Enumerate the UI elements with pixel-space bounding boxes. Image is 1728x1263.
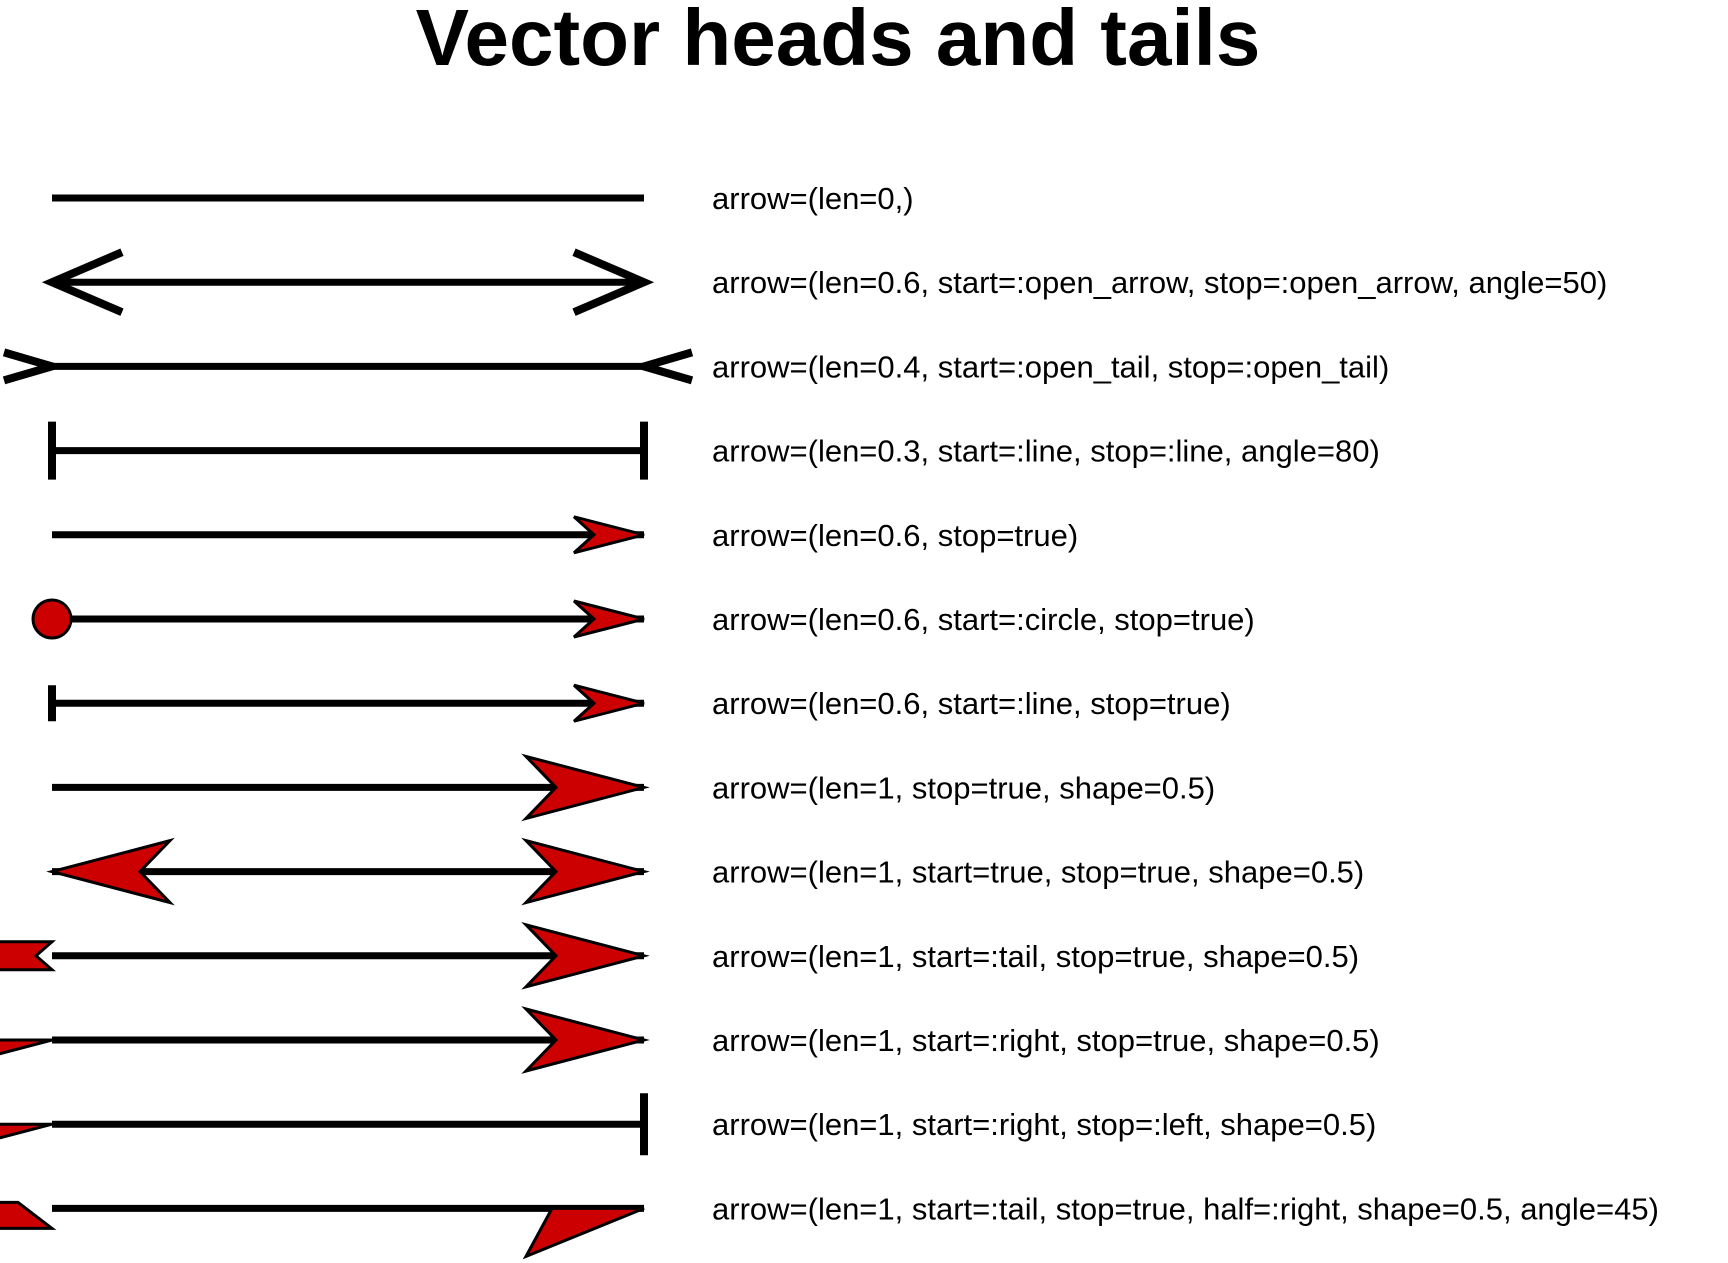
big-arrow-head xyxy=(521,753,650,822)
half-arrow-stop xyxy=(522,1206,645,1260)
arrow-label: arrow=(len=0.3, start=:line, stop=:line,… xyxy=(712,434,1380,469)
arrow-rows: arrow=(len=0,) arrow=(len=0.6, start=:ope… xyxy=(0,181,1659,1260)
arrow-row: arrow=(len=1, start=:tail, stop=true, sh… xyxy=(0,921,1359,990)
arrow-row: arrow=(len=1, start=:right, stop=true, s… xyxy=(0,1006,1380,1074)
open-arrow-end xyxy=(41,248,124,316)
big-arrow-head xyxy=(521,837,650,906)
arrow-row: arrow=(len=1, start=:right, stop=:left, … xyxy=(0,1093,1376,1156)
half-tail-head xyxy=(0,1200,57,1230)
arrow-row: arrow=(len=0.3, start=:line, stop=:line,… xyxy=(48,421,1380,480)
half-right-end xyxy=(0,1038,53,1056)
arrow-row: arrow=(len=0.6, stop=true) xyxy=(52,515,1078,555)
arrow-label: arrow=(len=1, stop=true, shape=0.5) xyxy=(712,770,1215,805)
big-arrow-end xyxy=(46,837,175,906)
big-arrow-end xyxy=(521,921,650,990)
arrow-label: arrow=(len=1, start=:tail, stop=true, sh… xyxy=(712,939,1359,974)
open-tail-end xyxy=(629,348,694,385)
arrow-label: arrow=(len=0,) xyxy=(712,181,914,216)
small-arrow-end xyxy=(572,599,645,639)
open-tail-end xyxy=(629,348,694,385)
half-tail-end xyxy=(0,1200,57,1230)
arrow-row: arrow=(len=1, start=true, stop=true, sha… xyxy=(46,837,1364,906)
circle-head xyxy=(31,598,73,640)
big-arrow-head xyxy=(46,837,175,906)
arrow-row: arrow=(len=0.6, start=:open_arrow, stop=… xyxy=(41,248,1607,316)
half-arrow-head xyxy=(0,1038,53,1056)
arrow-row: arrow=(len=0.4, start=:open_tail, stop=:… xyxy=(2,348,1389,385)
big-arrow-end xyxy=(521,1006,650,1074)
arrow-label: arrow=(len=1, start=:tail, stop=true, ha… xyxy=(712,1191,1659,1226)
half-arrow-head xyxy=(0,1122,53,1140)
small-arrow-head xyxy=(572,683,645,723)
open-arrow-end xyxy=(572,248,655,316)
half-right-end xyxy=(0,1122,53,1140)
diagram-title: Vector heads and tails xyxy=(416,0,1261,82)
big-arrow-end xyxy=(521,753,650,822)
arrow-row: arrow=(len=0,) xyxy=(52,181,914,216)
small-arrow-head xyxy=(572,599,645,639)
tail-head xyxy=(0,940,56,972)
open-arrow-head xyxy=(572,248,655,316)
arrow-label: arrow=(len=0.6, start=:line, stop=true) xyxy=(712,686,1231,721)
open-tail-end xyxy=(2,348,67,385)
arrow-label: arrow=(len=1, start=true, stop=true, sha… xyxy=(712,855,1364,890)
small-arrow-end xyxy=(572,683,645,723)
arrow-label: arrow=(len=0.6, start=:circle, stop=true… xyxy=(712,602,1255,637)
open-tail-end xyxy=(2,348,67,385)
big-arrow-head xyxy=(521,921,650,990)
small-arrow-end xyxy=(572,515,645,555)
half-arrow-end xyxy=(522,1206,645,1260)
arrow-label: arrow=(len=1, start=:right, stop=:left, … xyxy=(712,1107,1376,1142)
arrow-label: arrow=(len=0.6, start=:open_arrow, stop=… xyxy=(712,265,1607,300)
arrow-row: arrow=(len=0.6, start=:line, stop=true) xyxy=(48,683,1231,723)
circle-end xyxy=(31,598,73,640)
open-arrow-head xyxy=(41,248,124,316)
small-arrow-head xyxy=(572,515,645,555)
arrow-row: arrow=(len=0.6, start=:circle, stop=true… xyxy=(31,598,1255,640)
arrow-label: arrow=(len=0.4, start=:open_tail, stop=:… xyxy=(712,349,1389,384)
arrow-label: arrow=(len=1, start=:right, stop=true, s… xyxy=(712,1023,1380,1058)
arrow-label: arrow=(len=0.6, stop=true) xyxy=(712,518,1078,553)
arrow-row: arrow=(len=1, start=:tail, stop=true, ha… xyxy=(0,1191,1659,1260)
tail-end xyxy=(0,940,56,972)
big-arrow-end xyxy=(521,837,650,906)
arrow-row: arrow=(len=1, stop=true, shape=0.5) xyxy=(52,753,1215,822)
big-arrow-head xyxy=(521,1006,650,1074)
